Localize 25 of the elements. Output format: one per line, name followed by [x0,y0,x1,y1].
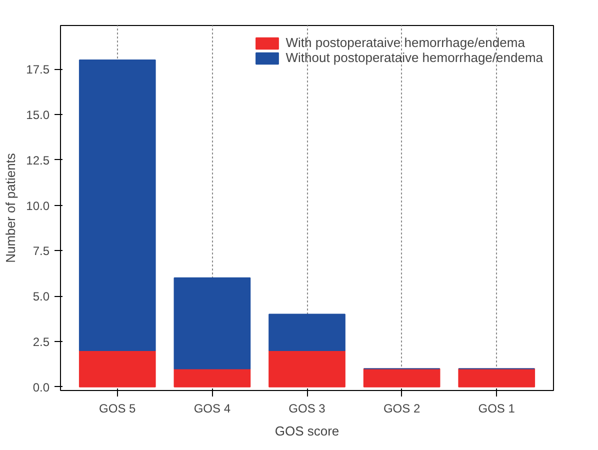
bar [78,60,156,352]
y-tick-label: 5.0 [32,290,50,304]
bar [78,350,156,388]
x-tick-label: GOS 5 [99,402,136,416]
y-tick-label: 17.5 [26,62,50,77]
bar [268,350,346,388]
x-tick-label: GOS 4 [194,402,231,416]
y-axis-title: Number of patients [3,152,18,263]
bar [174,277,251,370]
y-tick-label: 15.0 [26,108,50,122]
x-tick-label: GOS 3 [288,402,326,416]
x-axis-title: GOS score [274,424,340,438]
bar [458,368,536,388]
bar [363,368,440,388]
y-tick-label: 2.5 [32,334,50,349]
bar [174,368,251,388]
y-tick-label: 12.5 [26,153,50,168]
y-tick-label: 10.0 [26,198,50,213]
legend-label: Without postoperataive hemorrhage/endema [286,50,543,65]
bar [268,314,346,352]
y-tick-label: 0.0 [32,380,50,394]
legend-label: With postoperataive hemorrhage/endema [286,35,525,50]
y-tick-label: 7.5 [32,244,50,258]
x-tick-label: GOS 1 [478,402,516,416]
x-tick-label: GOS 2 [383,402,420,416]
